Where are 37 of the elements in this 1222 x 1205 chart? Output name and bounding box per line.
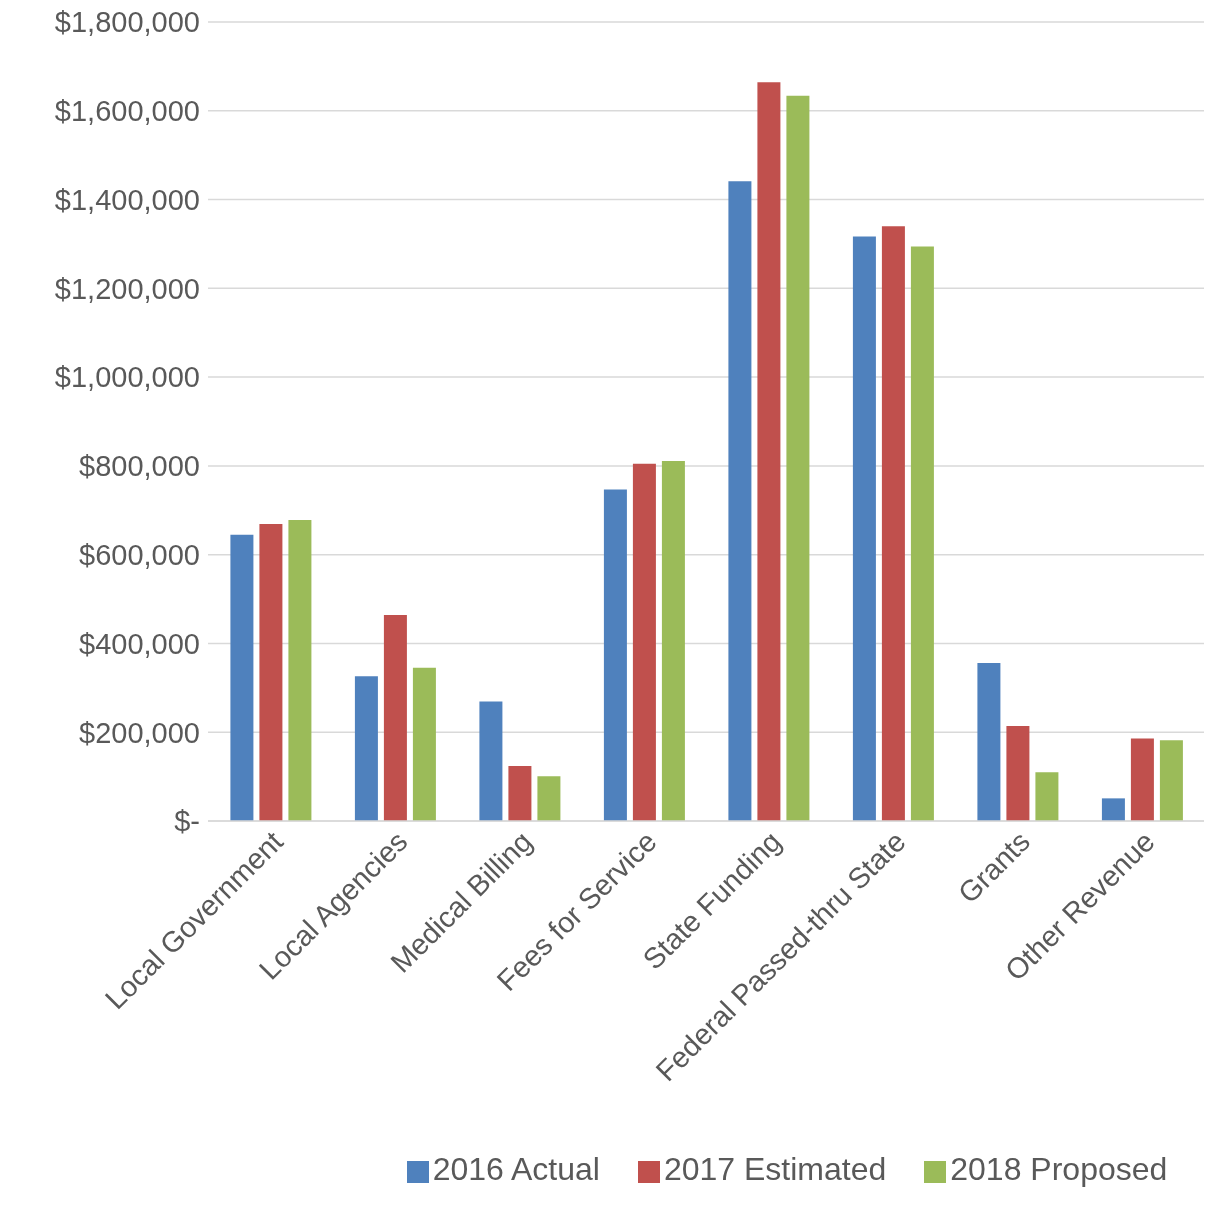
bar [852,236,876,821]
bar [881,226,905,821]
bar [508,765,532,821]
y-tick-label: $200,000 [79,716,200,749]
bar [537,776,561,821]
bar [728,181,752,821]
bar [786,95,810,821]
bar [1130,738,1154,821]
bar [412,667,436,821]
bar [288,520,312,821]
bar [977,662,1001,821]
y-tick-label: $600,000 [79,538,200,571]
legend-label: 2018 Proposed [950,1151,1168,1187]
bar [757,82,781,821]
bar [1006,726,1030,821]
y-tick-label: $400,000 [79,627,200,660]
y-tick-label: $- [174,805,200,838]
bar [632,463,656,821]
y-tick-label: $1,200,000 [54,272,200,305]
bar [603,489,627,821]
bar [1101,798,1125,821]
bar [1159,740,1183,821]
bar [910,246,934,821]
bar [661,461,685,821]
bar [354,676,378,821]
bar [259,524,283,821]
legend-label: 2016 Actual [432,1151,600,1187]
y-tick-label: $1,000,000 [54,361,200,394]
bar [383,615,407,821]
bar [1035,772,1059,821]
y-tick-label: $800,000 [79,450,200,483]
y-tick-label: $1,800,000 [54,6,200,39]
bar [479,701,503,821]
bar [230,534,254,821]
y-tick-label: $1,400,000 [54,183,200,216]
y-tick-label: $1,600,000 [54,95,200,128]
legend-label: 2017 Estimated [663,1151,887,1187]
